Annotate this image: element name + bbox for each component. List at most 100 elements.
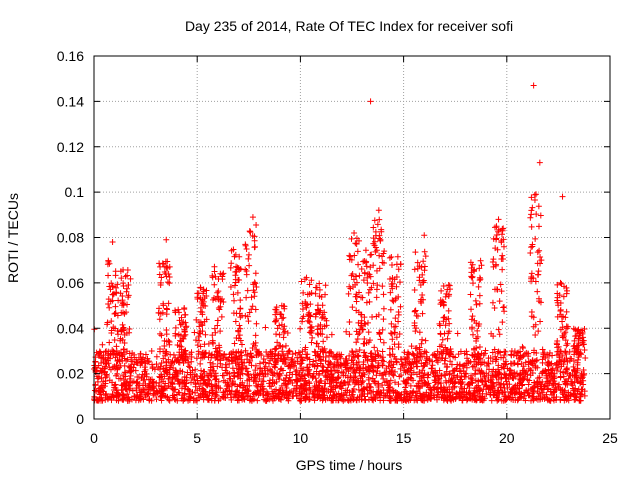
data-point bbox=[500, 243, 507, 250]
data-point bbox=[419, 367, 426, 374]
data-point bbox=[367, 252, 374, 259]
data-point bbox=[407, 382, 414, 389]
data-point bbox=[251, 374, 258, 381]
data-point bbox=[338, 351, 345, 358]
data-point bbox=[563, 342, 570, 349]
data-point bbox=[309, 372, 316, 379]
data-point bbox=[138, 360, 145, 367]
data-point bbox=[343, 392, 350, 399]
data-point bbox=[236, 366, 243, 373]
data-point bbox=[469, 313, 476, 320]
data-point bbox=[243, 245, 250, 252]
data-point bbox=[537, 299, 544, 306]
data-point bbox=[363, 384, 370, 391]
data-point bbox=[355, 319, 362, 326]
data-point bbox=[156, 388, 163, 395]
data-point bbox=[520, 363, 527, 370]
data-point bbox=[444, 363, 451, 370]
data-point bbox=[476, 300, 483, 307]
data-point bbox=[368, 284, 375, 291]
data-point bbox=[475, 360, 482, 367]
data-point bbox=[580, 367, 587, 374]
data-point bbox=[555, 343, 562, 350]
data-point bbox=[230, 291, 237, 298]
data-point bbox=[524, 376, 531, 383]
data-point bbox=[248, 294, 255, 301]
data-point bbox=[276, 322, 283, 329]
data-point bbox=[362, 352, 369, 359]
data-point bbox=[388, 253, 395, 260]
data-point bbox=[303, 387, 310, 394]
y-tick-label: 0.16 bbox=[57, 48, 84, 64]
data-point bbox=[177, 321, 184, 328]
data-point bbox=[294, 378, 301, 385]
data-point bbox=[256, 375, 263, 382]
data-point bbox=[479, 393, 486, 400]
data-point bbox=[570, 363, 577, 370]
data-point bbox=[453, 391, 460, 398]
data-point bbox=[373, 391, 380, 398]
data-point bbox=[496, 298, 503, 305]
data-point bbox=[211, 325, 218, 332]
data-point bbox=[533, 191, 540, 198]
data-point bbox=[288, 388, 295, 395]
data-point bbox=[537, 318, 544, 325]
data-point bbox=[112, 384, 119, 391]
data-point bbox=[323, 334, 330, 341]
data-point bbox=[546, 397, 553, 404]
data-point bbox=[334, 356, 341, 363]
data-point bbox=[99, 341, 106, 348]
data-point bbox=[328, 331, 335, 338]
data-point bbox=[253, 382, 260, 389]
data-point bbox=[469, 379, 476, 386]
data-point bbox=[427, 386, 434, 393]
data-point bbox=[163, 348, 170, 355]
data-point bbox=[386, 380, 393, 387]
data-point bbox=[480, 351, 487, 358]
data-point bbox=[248, 397, 255, 404]
data-point bbox=[296, 369, 303, 376]
data-point bbox=[446, 370, 453, 377]
data-point bbox=[328, 349, 335, 356]
data-point bbox=[235, 264, 242, 271]
data-point bbox=[371, 217, 378, 224]
data-point bbox=[323, 322, 330, 329]
data-point bbox=[315, 307, 322, 314]
data-point bbox=[447, 346, 454, 353]
data-point bbox=[461, 373, 468, 380]
data-point bbox=[308, 277, 315, 284]
data-point bbox=[534, 378, 541, 385]
data-point bbox=[253, 320, 260, 327]
data-point bbox=[113, 343, 120, 350]
data-point bbox=[376, 252, 383, 259]
data-point bbox=[202, 391, 209, 398]
data-point bbox=[420, 372, 427, 379]
data-point bbox=[212, 370, 219, 377]
data-point bbox=[458, 373, 465, 380]
data-point bbox=[306, 380, 313, 387]
data-point bbox=[270, 392, 277, 399]
data-point bbox=[446, 291, 453, 298]
data-point bbox=[424, 396, 431, 403]
data-point bbox=[387, 330, 394, 337]
data-point bbox=[365, 329, 372, 336]
data-point bbox=[387, 306, 394, 313]
data-point bbox=[113, 284, 120, 291]
data-point bbox=[304, 371, 311, 378]
data-point bbox=[353, 240, 360, 247]
data-point bbox=[397, 391, 404, 398]
data-point bbox=[373, 372, 380, 379]
data-point bbox=[265, 360, 272, 367]
data-point bbox=[388, 261, 395, 268]
data-point bbox=[166, 375, 173, 382]
data-point bbox=[195, 380, 202, 387]
data-point bbox=[202, 331, 209, 338]
data-point bbox=[300, 377, 307, 384]
data-point bbox=[257, 387, 264, 394]
data-point bbox=[494, 390, 501, 397]
data-point bbox=[124, 301, 131, 308]
data-point bbox=[280, 358, 287, 365]
data-point bbox=[373, 247, 380, 254]
data-point bbox=[114, 281, 121, 288]
